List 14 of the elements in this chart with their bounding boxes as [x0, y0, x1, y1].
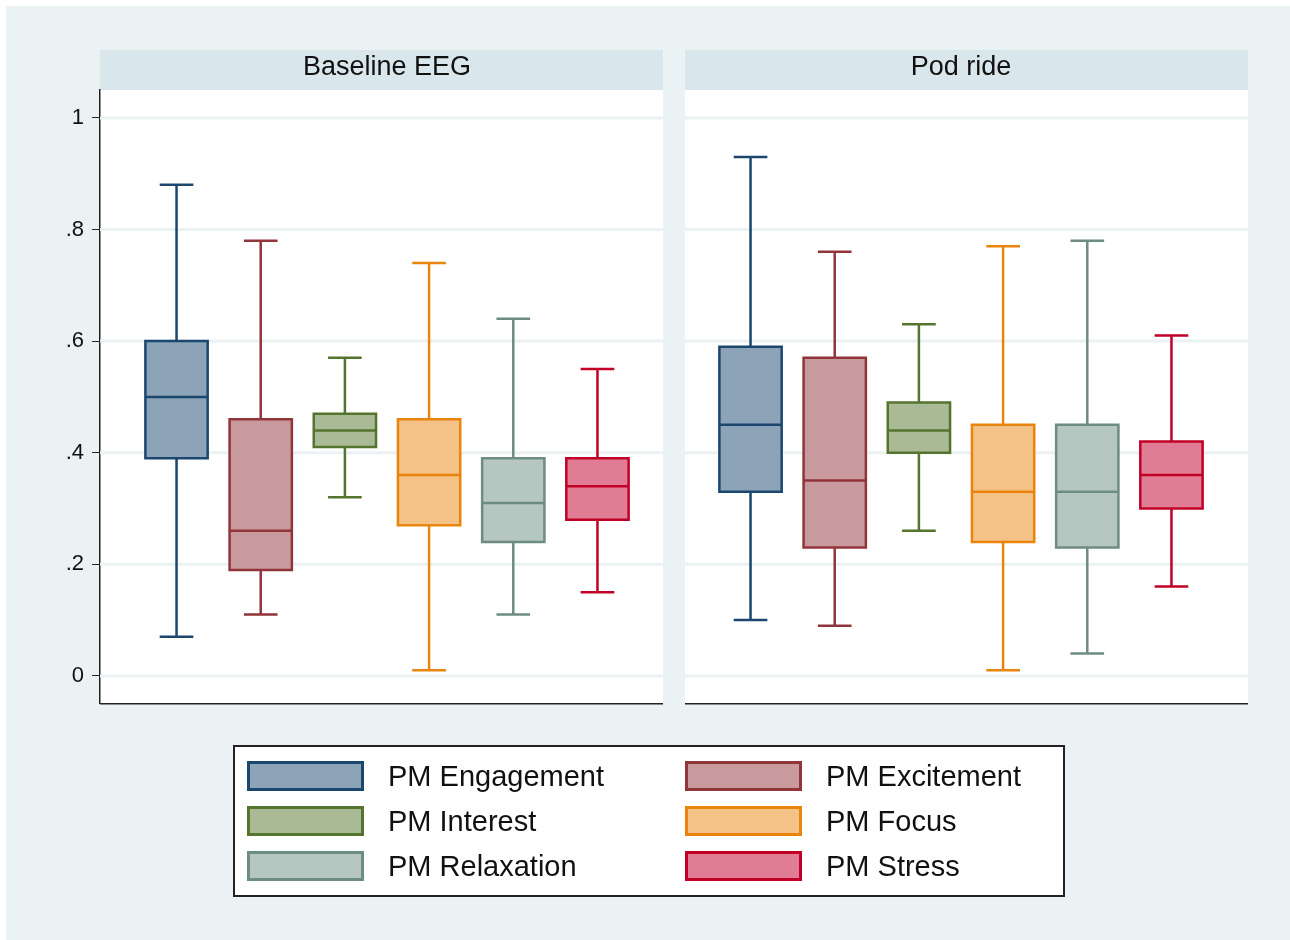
x-tick-label: Pod ride — [910, 51, 1012, 82]
legend-label: PM Excitement — [826, 760, 1021, 792]
legend-label: PM Engagement — [388, 760, 605, 792]
y-tick-label: .8 — [65, 215, 84, 241]
y-tick-label: 1 — [71, 103, 84, 129]
legend-label: PM Focus — [826, 805, 957, 837]
y-tick-label: .2 — [65, 550, 84, 576]
y-tick-label: .6 — [65, 327, 84, 353]
legend-label: PM Relaxation — [388, 850, 577, 882]
legend-label: PM Interest — [388, 805, 537, 837]
x-tick-label: Baseline EEG — [302, 51, 472, 82]
legend-label: PM Stress — [826, 850, 960, 882]
y-tick-label: 0 — [71, 661, 84, 687]
y-tick-label: .4 — [65, 438, 84, 464]
